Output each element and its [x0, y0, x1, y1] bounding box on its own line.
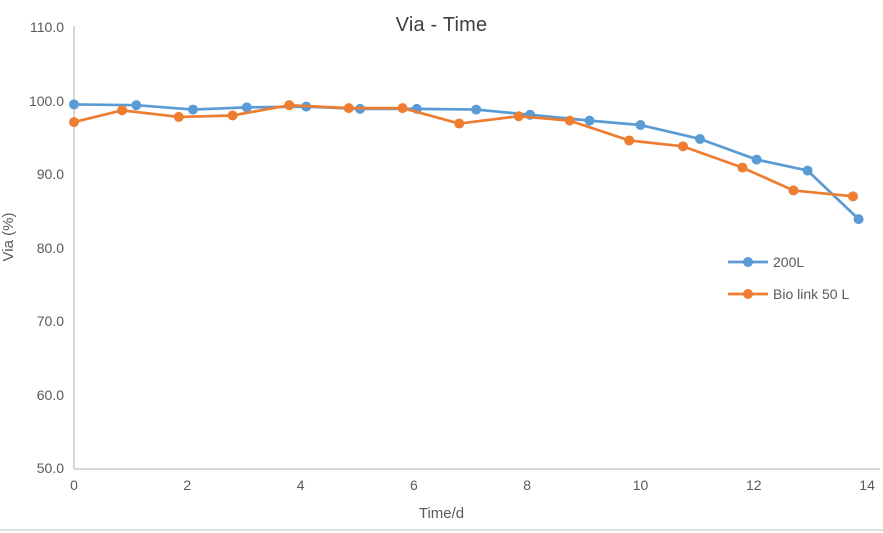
y-tick-label: 70.0	[36, 313, 64, 329]
data-point-marker	[677, 141, 688, 152]
y-tick-label: 110.0	[30, 19, 64, 35]
data-point-marker	[737, 162, 748, 173]
chart-title: Via - Time	[395, 14, 488, 36]
legend-item-0: 200L	[728, 252, 849, 272]
data-point-marker	[397, 103, 408, 114]
y-tick-label: 100.0	[28, 92, 64, 109]
x-tick-label: 6	[409, 477, 418, 493]
data-point-marker	[131, 100, 142, 111]
legend-item-1: Bio link 50 L	[728, 284, 849, 304]
x-tick-label: 8	[523, 477, 532, 493]
x-axis-title: Time/d	[418, 505, 465, 522]
data-point-marker	[173, 111, 184, 122]
data-point-marker	[788, 185, 799, 196]
y-tick-label: 80.0	[36, 239, 64, 256]
data-point-marker	[343, 103, 354, 114]
y-tick-label: 50.0	[36, 460, 64, 476]
data-point-marker	[471, 104, 482, 115]
x-tick-label: 2	[183, 477, 192, 493]
x-tick-label: 10	[632, 477, 649, 493]
data-point-marker	[853, 214, 864, 225]
data-point-marker	[584, 115, 595, 126]
page-bottom-divider	[0, 529, 883, 531]
data-point-marker	[69, 117, 79, 128]
data-point-marker	[117, 105, 128, 116]
y-tick-label: 90.0	[36, 166, 64, 182]
x-tick-label: 14	[859, 477, 875, 493]
legend-label: 200L	[773, 254, 805, 270]
data-point-marker	[751, 154, 762, 165]
x-tick-label: 12	[746, 477, 762, 493]
legend-marker-icon	[728, 257, 768, 267]
legend-marker-icon	[728, 289, 768, 299]
data-point-marker	[513, 111, 524, 122]
x-tick-label: 0	[70, 477, 78, 493]
x-tick-label: 4	[296, 477, 305, 493]
data-point-marker	[241, 102, 252, 113]
data-point-marker	[187, 104, 198, 115]
data-point-marker	[635, 120, 646, 131]
data-point-marker	[227, 110, 238, 121]
data-point-marker	[802, 165, 813, 176]
data-point-marker	[847, 191, 858, 202]
legend-label: Bio link 50 L	[773, 286, 850, 302]
data-point-marker	[69, 99, 79, 110]
data-point-marker	[624, 135, 635, 146]
data-point-marker	[454, 118, 465, 129]
data-point-marker	[694, 133, 705, 144]
legend: 200L Bio link 50 L	[728, 252, 849, 316]
y-tick-label: 60.0	[36, 386, 64, 403]
data-point-marker	[284, 100, 295, 111]
data-point-marker	[564, 115, 575, 126]
